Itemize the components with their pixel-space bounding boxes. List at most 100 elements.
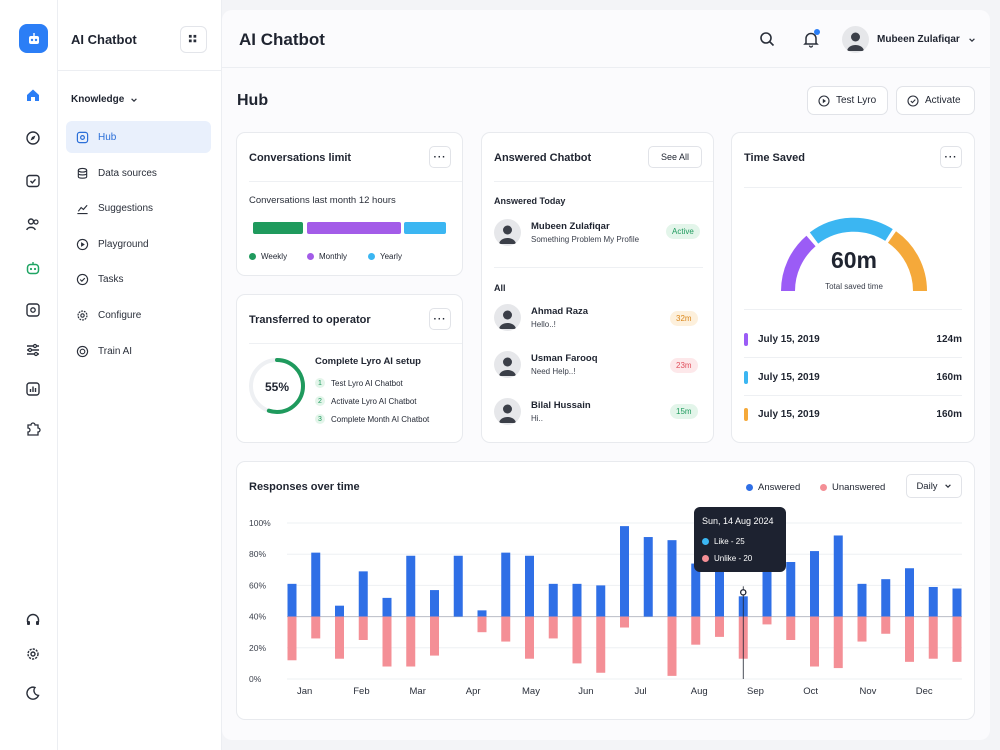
gear-icon[interactable]: [22, 643, 44, 665]
search-icon[interactable]: [758, 30, 776, 48]
answered-today-label: Answered Today: [494, 196, 566, 206]
time-badge: 15m: [670, 404, 698, 419]
tooltip-like: Like - 25: [702, 537, 745, 546]
answered-bar: [477, 610, 487, 617]
list-item[interactable]: Usman Farooq Need Help..!: [494, 351, 598, 378]
check-circle-icon: [76, 273, 89, 285]
answered-bar: [620, 526, 629, 617]
setup-step: 2 Activate Lyro AI Chatbot: [315, 396, 417, 406]
knowledge-sidebar: AI Chatbot Knowledge Hub Data sources Su…: [58, 0, 222, 750]
answered-chatbot-card: Answered Chatbot See All Answered Today …: [481, 132, 714, 443]
y-tick-label: 60%: [249, 580, 266, 590]
sidebar-item-train-ai[interactable]: Train AI: [66, 335, 211, 367]
home-icon[interactable]: [22, 84, 44, 106]
main-panel: AI Chatbot Mubeen Zulafiqar Hub Test Lyr…: [222, 10, 990, 740]
contact-name: Usman Farooq: [531, 353, 598, 364]
chat-check-icon[interactable]: [22, 170, 44, 192]
more-options-button[interactable]: ···: [429, 146, 451, 168]
tooltip-marker: [739, 589, 747, 596]
analytics-icon[interactable]: [22, 378, 44, 400]
unanswered-bar: [525, 616, 534, 659]
answered-bar: [643, 537, 653, 617]
x-tick-label: Oct: [803, 686, 818, 697]
answered-bar: [287, 583, 297, 617]
trend-icon: [77, 204, 88, 214]
test-lyro-button[interactable]: Test Lyro: [807, 86, 888, 115]
sidebar-item-data-sources[interactable]: Data sources: [66, 157, 211, 189]
unanswered-bar: [881, 616, 891, 634]
divider: [744, 309, 962, 310]
sidebar-item-playground[interactable]: Playground: [66, 228, 211, 260]
unanswered-bar: [430, 616, 439, 656]
legend-answered: Answered: [746, 482, 800, 493]
avatar: [842, 26, 869, 53]
sidebar-item-suggestions[interactable]: Suggestions: [66, 192, 211, 224]
knowledge-dropdown[interactable]: Knowledge: [71, 94, 138, 105]
time-saved-caption: Total saved time: [825, 282, 883, 291]
answered-bar: [786, 562, 796, 617]
unanswered-bar: [928, 616, 938, 659]
unanswered-bar: [406, 616, 416, 667]
sidebar-item-label: Playground: [98, 238, 149, 250]
sidebar-item-label: Data sources: [98, 167, 157, 179]
answered-bar: [596, 585, 606, 617]
see-all-button[interactable]: See All: [648, 146, 702, 168]
list-item[interactable]: Mubeen Zulafiqar Something Problem My Pro…: [494, 219, 639, 246]
y-tick-label: 40%: [249, 612, 266, 622]
sidebar-item-hub[interactable]: Hub: [66, 121, 211, 153]
card-title: Transferred to operator: [249, 314, 371, 326]
user-avatar-icon: [499, 225, 516, 244]
headset-icon[interactable]: [22, 609, 44, 631]
period-dropdown[interactable]: Daily: [906, 474, 962, 498]
legend-unanswered: Unanswered: [820, 482, 885, 493]
sliders-icon[interactable]: [22, 339, 44, 361]
knowledge-label: Knowledge: [71, 94, 125, 105]
user-avatar-icon: [499, 404, 516, 423]
users-icon[interactable]: [22, 213, 44, 235]
sidebar-item-tasks[interactable]: Tasks: [66, 263, 211, 295]
compass-icon[interactable]: [22, 127, 44, 149]
x-tick-label: Dec: [916, 686, 933, 697]
app-title: AI Chatbot: [239, 30, 325, 49]
list-item[interactable]: Ahmad Raza Hello..!: [494, 304, 588, 331]
time-badge: 23m: [670, 358, 698, 373]
sidebar-divider: [58, 70, 222, 71]
play-icon: [76, 238, 89, 250]
puzzle-icon[interactable]: [22, 418, 44, 440]
activate-button[interactable]: Activate: [896, 86, 975, 115]
unanswered-bar: [715, 616, 724, 637]
x-tick-label: Nov: [860, 686, 877, 697]
answered-bar: [311, 552, 321, 617]
x-tick-label: Sep: [747, 686, 764, 697]
answered-bar: [762, 563, 772, 617]
x-tick-label: Apr: [466, 686, 481, 697]
answered-bar: [453, 555, 463, 617]
time-saved-card: Time Saved ··· 60m Total saved time July…: [731, 132, 975, 443]
unanswered-bar: [667, 616, 677, 676]
monthly-bar: [307, 222, 401, 234]
bot-icon[interactable]: [22, 257, 44, 279]
bell-icon: [803, 32, 819, 48]
list-item[interactable]: Bilal Hussain Hi..: [494, 398, 591, 425]
unanswered-bar: [287, 616, 297, 661]
unanswered-bar: [572, 616, 582, 664]
moon-icon[interactable]: [22, 682, 44, 704]
user-menu[interactable]: Mubeen Zulafiqar: [842, 26, 976, 53]
grid-menu-button[interactable]: [180, 26, 207, 53]
answered-bar: [905, 568, 914, 617]
sidebar-item-configure[interactable]: Configure: [66, 299, 211, 331]
time-saved-row: July 15, 2019 124m: [744, 329, 962, 349]
notification-button[interactable]: [802, 29, 820, 48]
weekly-bar: [253, 222, 303, 234]
bot-logo-icon[interactable]: [19, 24, 48, 53]
more-options-button[interactable]: ···: [429, 308, 451, 330]
setup-title: Complete Lyro AI setup: [315, 356, 421, 367]
sidebar-title: AI Chatbot: [71, 32, 137, 47]
answered-bar: [430, 590, 439, 617]
time-saved-row: July 15, 2019 160m: [744, 367, 962, 387]
contact-message: Hi..: [531, 414, 543, 423]
settings-box-icon[interactable]: [22, 299, 44, 321]
answered-bar: [572, 583, 582, 617]
unanswered-bar: [477, 616, 487, 633]
more-options-button[interactable]: ···: [940, 146, 962, 168]
